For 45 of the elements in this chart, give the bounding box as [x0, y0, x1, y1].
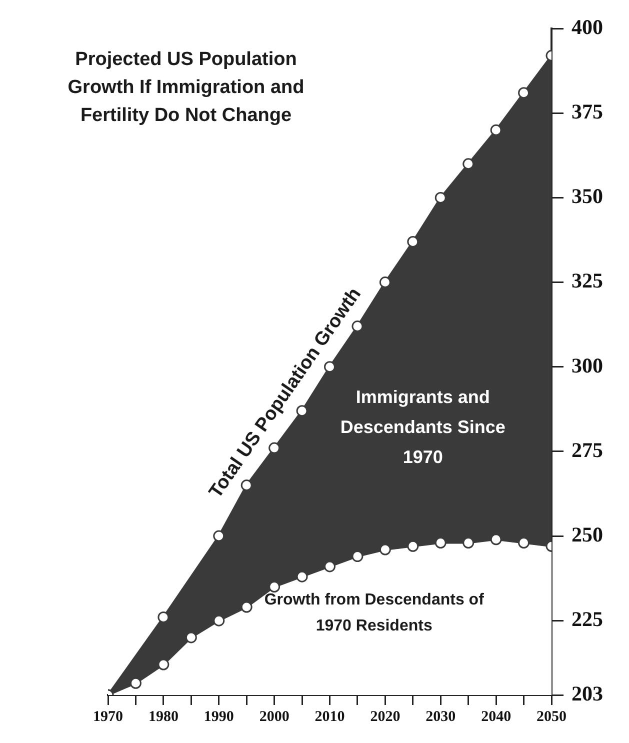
point — [462, 158, 474, 170]
y-tick-label: 350 — [572, 184, 603, 208]
y-tick-label: 300 — [572, 353, 603, 378]
point — [130, 677, 142, 689]
point — [518, 537, 530, 549]
y-tick-label: 225 — [572, 607, 603, 631]
y-tick-label: 375 — [572, 100, 603, 124]
x-tick-label: 2000 — [259, 708, 290, 725]
x-tick-label: 2010 — [314, 708, 345, 725]
x-tick-label: 2040 — [481, 708, 512, 725]
point — [379, 544, 391, 556]
point — [490, 534, 502, 546]
x-tick-label: 1970 — [93, 708, 123, 725]
x-tick-label: 2050 — [536, 708, 566, 725]
x-tick-label: 1980 — [148, 708, 178, 725]
point — [268, 442, 280, 454]
point — [434, 192, 446, 204]
point — [490, 124, 502, 136]
point — [324, 361, 336, 373]
y-tick-label: 250 — [572, 522, 603, 546]
point — [213, 530, 225, 542]
x-tick-label: 1990 — [204, 708, 234, 725]
text: Projected US Population Growth If Immigration and Fertility Do Not Change — [68, 49, 304, 126]
point — [213, 614, 225, 626]
point — [407, 236, 419, 248]
point — [185, 632, 197, 644]
point — [296, 570, 308, 582]
point — [407, 540, 419, 552]
point — [462, 537, 474, 549]
y-tick-label: 203 — [572, 681, 603, 706]
series-label: Growth from Descendants of 1970 Residents — [264, 591, 485, 634]
point — [158, 611, 170, 623]
point — [324, 560, 336, 572]
annotation: Immigrants and Descendants Since 1970 — [340, 386, 506, 467]
point — [352, 550, 364, 562]
x-tick-label: 2030 — [426, 708, 456, 725]
point — [240, 601, 252, 613]
point — [434, 537, 446, 549]
y-tick-label: 400 — [572, 15, 603, 40]
x-tick-label: 2020 — [370, 708, 400, 725]
y-tick-label: 325 — [572, 268, 603, 293]
point — [158, 658, 170, 670]
point — [268, 581, 280, 593]
point — [379, 276, 391, 288]
y-tick-label: 275 — [572, 438, 603, 462]
